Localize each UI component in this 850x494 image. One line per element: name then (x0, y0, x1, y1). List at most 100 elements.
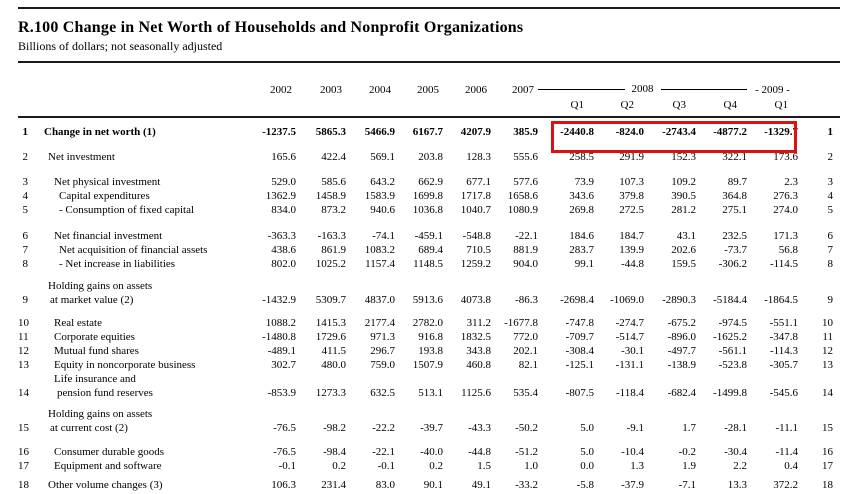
cell-value (538, 279, 594, 293)
table-row: 15 at current cost (2) -76.5 -98.2 -22.2 -39.… (18, 421, 840, 435)
cell-value (644, 407, 696, 421)
cell-value: 89.7 (727, 175, 747, 188)
line-number-right (798, 372, 840, 386)
cell-value: 5865.3 (315, 125, 346, 138)
row-label: - Consumption of fixed capital (59, 203, 195, 216)
line-number-left: 10 (18, 316, 29, 329)
cell-value: -675.2 (667, 316, 696, 329)
cell-value: 231.4 (321, 478, 346, 491)
label-continuation-row: Holding gains on assets (18, 407, 840, 421)
cell-value: 0.0 (580, 459, 594, 472)
table-row: 9 at market value (2) -1432.9 5309.7 4837.0 5… (18, 293, 840, 307)
cell-value: -2698.4 (560, 293, 594, 306)
line-number-left: 11 (18, 330, 29, 343)
cell-value: -2890.3 (662, 293, 696, 306)
cell-value: -1480.8 (262, 330, 296, 343)
table-row: 3 Net physical investment 529.0 585.6 643.2 6… (18, 175, 840, 189)
cell-value (747, 279, 798, 293)
row-label: at current cost (2) (50, 421, 128, 434)
cell-value (346, 372, 395, 386)
quarter-header-row: Q1 Q2 Q3 Q4 Q1 (18, 99, 840, 116)
cell-value: 585.6 (321, 175, 346, 188)
table-row: 4 Capital expenditures 1362.9 1458.9 1583.9 1… (18, 189, 840, 203)
cell-value: 283.7 (569, 243, 594, 256)
cell-value: -76.5 (273, 445, 296, 458)
row-label: Change in net worth (1) (44, 125, 156, 138)
cell-value: -807.5 (565, 386, 594, 399)
cell-value: 555.6 (513, 150, 538, 163)
table-row: 7 Net acquisition of financial assets 438.… (18, 243, 840, 257)
cell-value: 291.9 (619, 150, 644, 163)
cell-value: 173.6 (773, 150, 798, 163)
col-header-2008q3: Q3 (672, 99, 686, 111)
cell-value: 139.9 (619, 243, 644, 256)
cell-value: 2.3 (784, 175, 798, 188)
cell-value: -561.1 (718, 344, 747, 357)
cell-value (747, 407, 798, 421)
cell-value: 1040.7 (460, 203, 491, 216)
cell-value: 90.1 (423, 478, 443, 491)
cell-value: 5.0 (580, 421, 594, 434)
cell-value: -74.1 (372, 229, 395, 242)
row-label: Mutual fund shares (54, 344, 139, 357)
cell-value: 411.5 (321, 344, 346, 357)
cell-value: 5466.9 (364, 125, 395, 138)
row-label: at market value (2) (50, 293, 134, 306)
line-number-right: 8 (827, 257, 834, 270)
cell-value: 1458.9 (315, 189, 346, 202)
table-row: 10 Real estate 1088.2 1415.3 2177.4 2782.0 311… (18, 316, 840, 330)
cell-value: -5184.4 (713, 293, 747, 306)
cell-value: 1.9 (682, 459, 696, 472)
cell-value: 83.0 (375, 478, 395, 491)
cell-value: -7.1 (678, 478, 696, 491)
row-spacer (18, 164, 840, 175)
cell-value: 971.3 (370, 330, 395, 343)
cell-value (644, 372, 696, 386)
table-row: 17 Equipment and software -0.1 0.2 -0.1 0.2 1.… (18, 459, 840, 473)
cell-value: 662.9 (418, 175, 443, 188)
cell-value: 184.6 (569, 229, 594, 242)
line-number-left: 18 (18, 478, 29, 491)
cell-value: -305.7 (769, 358, 798, 371)
cell-value: 1083.2 (364, 243, 395, 256)
cell-value: -73.7 (724, 243, 747, 256)
right-rule-2008 (660, 89, 747, 90)
cell-value: -98.2 (323, 421, 346, 434)
line-number-right: 18 (822, 478, 833, 491)
cell-value: -0.1 (278, 459, 296, 472)
cell-value: 275.1 (722, 203, 747, 216)
cell-value: 390.5 (671, 189, 696, 202)
cell-value: 203.8 (418, 150, 443, 163)
table-row: 11 Corporate equities -1480.8 1729.6 971.3 91… (18, 330, 840, 344)
cell-value: 202.1 (513, 344, 538, 357)
label-continuation-row: Holding gains on assets (18, 279, 840, 293)
cell-value (395, 279, 443, 293)
cell-value: 372.2 (773, 478, 798, 491)
cell-value: -11.4 (775, 445, 798, 458)
cell-value: -43.3 (468, 421, 491, 434)
cell-value (594, 372, 644, 386)
cell-value: -22.1 (515, 229, 538, 242)
cell-value: 202.6 (671, 243, 696, 256)
row-label: - Net increase in liabilities (59, 257, 176, 270)
cell-value: 5309.7 (315, 293, 346, 306)
row-spacer (18, 139, 840, 150)
row-label: Holding gains on assets (48, 407, 153, 420)
col-header-2009q1: Q1 (774, 99, 788, 111)
table-row: 13 Equity in noncorporate business 302.7 48… (18, 358, 840, 372)
table-row: 12 Mutual fund shares -489.1 411.5 296.7 193.… (18, 344, 840, 358)
cell-value: 916.8 (418, 330, 443, 343)
cell-value: 710.5 (466, 243, 491, 256)
cell-value: 438.6 (271, 243, 296, 256)
cell-value: -44.8 (621, 257, 644, 270)
cell-value: 834.0 (271, 203, 296, 216)
cell-value: 1729.6 (315, 330, 346, 343)
cell-value: 1507.9 (412, 358, 443, 371)
cell-value: 940.6 (370, 203, 395, 216)
cell-value: -114.3 (769, 344, 798, 357)
line-number-right: 15 (822, 421, 833, 434)
cell-value: -1499.8 (713, 386, 747, 399)
cell-value: 2177.4 (364, 316, 395, 329)
cell-value (443, 279, 491, 293)
line-number-right: 1 (827, 125, 834, 138)
